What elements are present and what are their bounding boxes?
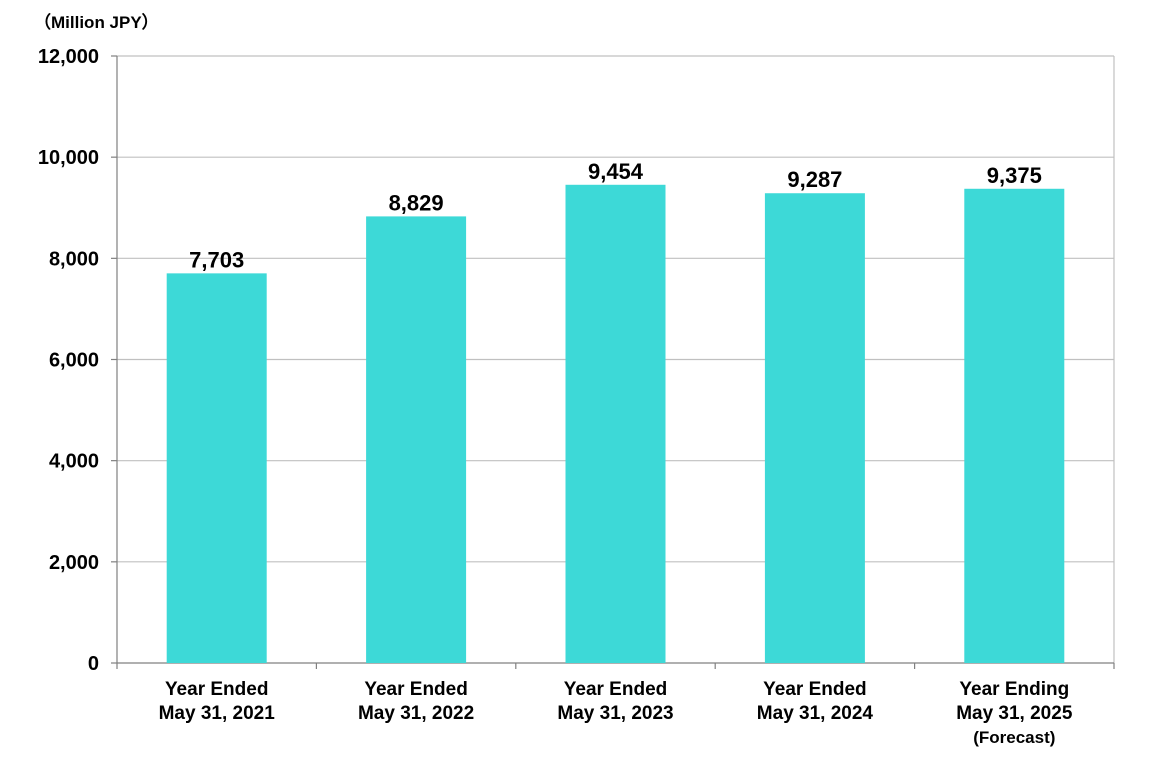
y-tick-label: 6,000 — [49, 350, 99, 372]
x-category-label-line: Year Ended — [364, 679, 468, 700]
x-category-label-line: Year Ended — [763, 679, 867, 700]
bar-value-label: 9,454 — [588, 159, 644, 184]
bar-value-label: 9,375 — [987, 163, 1042, 188]
x-category-label: Year Ended May 31, 2023 — [557, 679, 673, 724]
x-category-label-line: May 31, 2024 — [757, 703, 874, 724]
x-category-label: Year Ended May 31, 2021 — [159, 679, 276, 724]
x-category-label-line: May 31, 2021 — [159, 703, 276, 724]
x-category-label-line: May 31, 2022 — [358, 703, 474, 724]
x-category-label-line: May 31, 2023 — [557, 703, 673, 724]
x-category-label-line: Year Ended — [564, 679, 668, 700]
x-category-label-line: Year Ending — [959, 679, 1069, 700]
y-tick-label: 12,000 — [38, 46, 99, 68]
y-axis-unit-label: （Million JPY） — [34, 13, 159, 32]
bar — [964, 188, 1065, 663]
x-category-label: Year Ended May 31, 2024 — [757, 679, 874, 724]
x-category-label: Year Ending May 31, 2025 (Forecast) — [956, 679, 1073, 747]
bar — [166, 273, 267, 663]
x-category-label-line: Year Ended — [165, 679, 269, 700]
y-tick-label: 8,000 — [49, 248, 99, 270]
bar — [565, 184, 666, 664]
bar — [366, 216, 467, 663]
x-category-label-line: (Forecast) — [973, 728, 1055, 747]
bar-value-label: 9,287 — [787, 167, 842, 192]
y-tick-label: 10,000 — [38, 147, 99, 169]
y-tick-label: 2,000 — [49, 552, 99, 574]
x-category-label: Year Ended May 31, 2022 — [358, 679, 474, 724]
y-tick-label: 4,000 — [49, 451, 99, 473]
bar-value-label: 7,703 — [189, 247, 244, 272]
bar — [764, 193, 865, 663]
bar-value-label: 8,829 — [389, 190, 444, 215]
y-tick-label: 0 — [88, 653, 99, 675]
x-category-label-line: May 31, 2025 — [956, 703, 1073, 724]
